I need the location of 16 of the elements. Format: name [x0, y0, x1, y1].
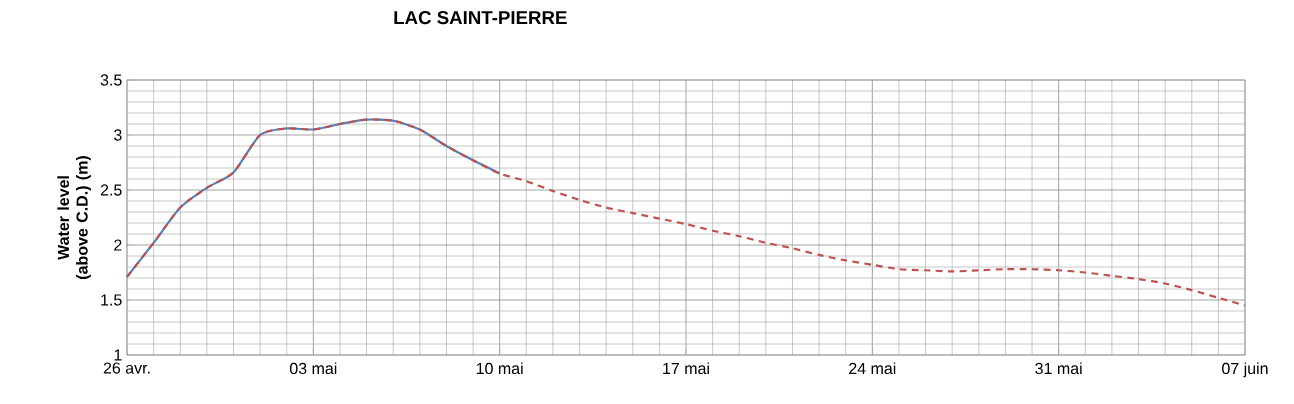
- chart-title: LAC SAINT-PIERRE: [394, 10, 567, 25]
- y-tick-label: 2.5: [100, 184, 122, 196]
- y-tick-label: 1: [114, 349, 122, 361]
- x-tick-label: 10 mai: [476, 362, 523, 375]
- x-tick-label: 03 mai: [289, 362, 337, 375]
- x-tick-label: 31 mai: [1035, 362, 1082, 375]
- y-tick-label: 3.5: [100, 74, 122, 86]
- y-tick-label: 1.5: [101, 294, 122, 306]
- x-tick-label: 17 mai: [663, 362, 709, 375]
- y-axis-title: Water level (above C.D.) (m): [57, 156, 91, 279]
- x-tick-label: 07 juin: [1222, 362, 1268, 378]
- line-series: [125, 118, 1247, 307]
- x-tick-label: 24 mai: [849, 362, 896, 375]
- y-tick-label: 2: [114, 239, 122, 251]
- x-tick-label: 26 avr.: [103, 362, 150, 374]
- y-tick-label: 3: [114, 129, 122, 141]
